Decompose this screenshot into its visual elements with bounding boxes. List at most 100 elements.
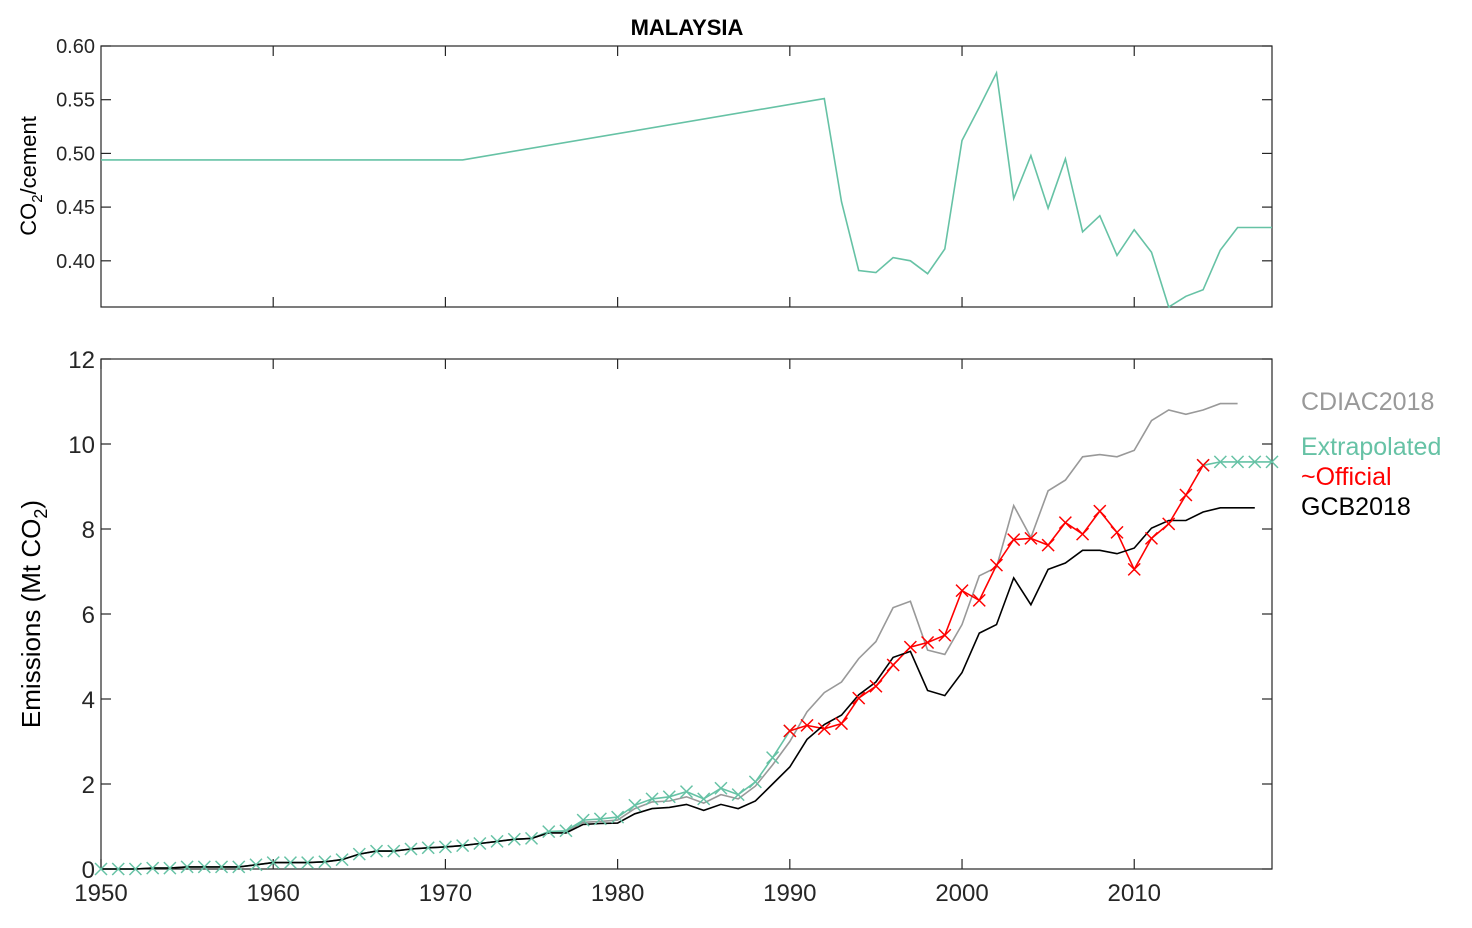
data-point-marker [1265, 455, 1279, 469]
x-tick-label: 1960 [247, 880, 300, 907]
data-point-marker [817, 722, 831, 736]
y-tick-label: 0.60 [56, 36, 95, 58]
data-point-marker [404, 842, 418, 856]
data-point-marker [1127, 562, 1141, 576]
data-point-marker [507, 832, 521, 846]
data-point-marker [921, 635, 935, 650]
data-point-marker [783, 724, 797, 738]
data-point-marker [266, 856, 280, 870]
y-tick-label: 2 [82, 772, 95, 799]
data-point-marker [1144, 531, 1158, 545]
top-ylabel: CO2/cement [16, 116, 46, 236]
series-line-gcb2018 [101, 506, 1255, 870]
data-point-marker [421, 841, 435, 855]
legend: CDIAC2018 Extrapolated ~Official GCB2018 [1301, 388, 1441, 521]
y-tick-label: 6 [82, 602, 95, 629]
legend-gcb2018: GCB2018 [1301, 493, 1411, 521]
data-point-marker [1024, 531, 1038, 545]
data-point-marker [438, 840, 452, 854]
data-point-marker [163, 861, 177, 875]
y-tick-label: 8 [82, 517, 95, 544]
data-point-marker [283, 856, 297, 870]
data-point-marker [628, 798, 642, 812]
y-tick-label: 0.55 [56, 90, 95, 112]
data-point-marker [197, 860, 211, 874]
data-point-marker [318, 855, 332, 869]
data-point-marker [1179, 488, 1193, 502]
data-point-marker [524, 831, 539, 845]
legend-cdiac2018: CDIAC2018 [1301, 388, 1434, 416]
data-point-marker [180, 860, 194, 874]
x-tick-label: 2010 [1108, 880, 1161, 907]
data-point-marker [800, 718, 814, 732]
data-point-marker [387, 844, 401, 858]
chart-title: MALAYSIA [631, 15, 744, 40]
data-point-marker [697, 792, 711, 806]
y-tick-label: 10 [68, 432, 95, 459]
top-axes: 0.40 0.45 0.50 0.55 0.60 [56, 36, 1273, 309]
y-tick-label: 0.50 [56, 143, 95, 165]
data-point-marker [938, 628, 952, 642]
data-point-marker [146, 861, 160, 875]
series-line-cdiac2018 [101, 402, 1238, 870]
data-point-marker [542, 825, 556, 839]
data-point-marker [593, 812, 607, 826]
data-point-marker [903, 640, 917, 654]
data-point-marker [766, 751, 780, 765]
x-tick-label: 1970 [419, 880, 472, 907]
x-tick-label: 1980 [591, 880, 644, 907]
x-tick-label: 1990 [763, 880, 816, 907]
y-tick-label: 0 [82, 857, 95, 884]
data-point-marker [1093, 504, 1107, 518]
plot-area [101, 402, 1272, 870]
data-point-marker [1041, 538, 1055, 552]
data-point-marker [473, 836, 487, 851]
data-point-marker [886, 658, 900, 672]
bottom-ylabel: Emissions (Mt CO2) [16, 500, 51, 728]
series-line-official [789, 464, 1204, 732]
data-point-marker [352, 847, 366, 861]
data-point-marker [645, 792, 659, 806]
data-point-marker [1076, 527, 1090, 541]
data-point-marker [852, 691, 866, 705]
data-point-marker [1231, 455, 1245, 469]
x-tick-label: 1950 [74, 880, 127, 907]
x-tick-label: 2000 [935, 880, 988, 907]
data-point-marker [232, 860, 246, 874]
data-point-marker [748, 775, 762, 789]
data-point-marker [955, 584, 969, 598]
data-point-marker [301, 856, 315, 870]
data-point-marker [576, 813, 590, 827]
y-tick-label: 0.45 [56, 197, 95, 219]
data-point-marker [1058, 516, 1072, 530]
legend-official: ~Official [1301, 463, 1392, 491]
bottom-axes: 1950 1960 1970 1980 1990 2000 2010 0 2 4 6 8 10 12 [68, 347, 1279, 907]
data-point-marker [215, 860, 229, 874]
axes-frame [100, 45, 1273, 308]
data-point-marker [128, 862, 142, 876]
data-point-marker [662, 790, 676, 804]
series-line-co2cement [101, 70, 1272, 309]
data-point-marker [972, 593, 986, 607]
y-tick-label: 0.40 [56, 251, 95, 273]
plot-area [101, 70, 1272, 309]
data-point-marker [1110, 525, 1124, 539]
data-point-marker [249, 858, 263, 872]
data-point-marker [679, 785, 694, 799]
data-point-marker [559, 824, 573, 838]
data-point-marker [731, 788, 745, 802]
data-point-marker [1248, 455, 1262, 469]
data-point-marker [1162, 517, 1176, 531]
data-point-marker [869, 679, 883, 693]
y-tick-label: 4 [82, 687, 95, 714]
data-point-marker [94, 862, 108, 876]
data-point-marker [490, 834, 504, 848]
data-point-marker [611, 810, 625, 824]
data-point-marker [989, 558, 1004, 572]
legend-extrapolated: Extrapolated [1301, 433, 1441, 461]
data-point-marker [1213, 455, 1227, 469]
data-point-marker [1007, 533, 1021, 547]
data-point-marker [834, 717, 849, 731]
y-tick-label: 12 [68, 347, 95, 374]
